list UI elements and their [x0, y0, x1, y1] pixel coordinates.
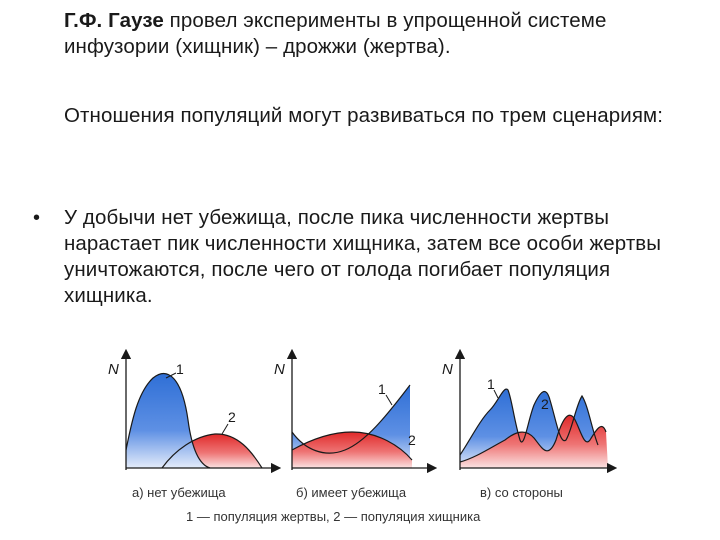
author-name: Г.Ф. Гаузе: [64, 9, 164, 32]
panel-a-label-2: 2: [228, 409, 236, 425]
panel-b-predator-area: [292, 432, 412, 468]
panel-b-caption: б) имеет убежища: [296, 485, 407, 500]
panel-a-label-1: 1: [176, 361, 184, 377]
figure-legend: 1 — популяция жертвы, 2 — популяция хищн…: [186, 509, 481, 524]
intro-text: провел эксперименты в упрощенной системе…: [64, 9, 607, 58]
panel-c-leader-1: [493, 389, 499, 399]
panel-a-predator-curve: [161, 433, 263, 469]
panel-b-label-1: 1: [378, 381, 386, 397]
panel-c-prey-curve: [459, 388, 599, 456]
panel-c: N 1 2 в) со стороны: [442, 348, 618, 500]
panel-c-predator-curve: [459, 414, 607, 463]
panel-a: N 1 2 а) нет убежища: [108, 348, 282, 500]
panel-a-prey-curve: [125, 373, 211, 469]
panel-b-axis-label: N: [274, 361, 285, 378]
panel-b-predator-curve: [291, 431, 413, 461]
panel-c-label-1: 1: [487, 376, 495, 392]
panel-a-prey-area: [126, 373, 210, 468]
bullet-text: У добычи нет убежища, после пика численн…: [64, 206, 662, 307]
bullet-marker: •: [33, 207, 41, 229]
panel-b: N 1 2 б) имеет убежища: [274, 348, 438, 500]
panel-b-prey-curve: [291, 384, 411, 454]
panel-b-leader-1: [385, 394, 393, 406]
panel-c-axis-label: N: [442, 361, 453, 378]
panel-c-label-2: 2: [541, 396, 549, 412]
panel-b-label-2: 2: [408, 432, 416, 448]
scenarios-paragraph: Отношения популяций могут развиваться по…: [64, 104, 664, 127]
intro-paragraph: Г.Ф. Гаузе провел эксперименты в упрощен…: [64, 8, 664, 60]
panel-a-caption: а) нет убежища: [132, 485, 226, 500]
panel-a-leader-2: [221, 423, 229, 435]
panel-a-axis-label: N: [108, 361, 119, 378]
panel-a-leader-1: [165, 372, 177, 379]
panel-c-caption: в) со стороны: [480, 485, 563, 500]
